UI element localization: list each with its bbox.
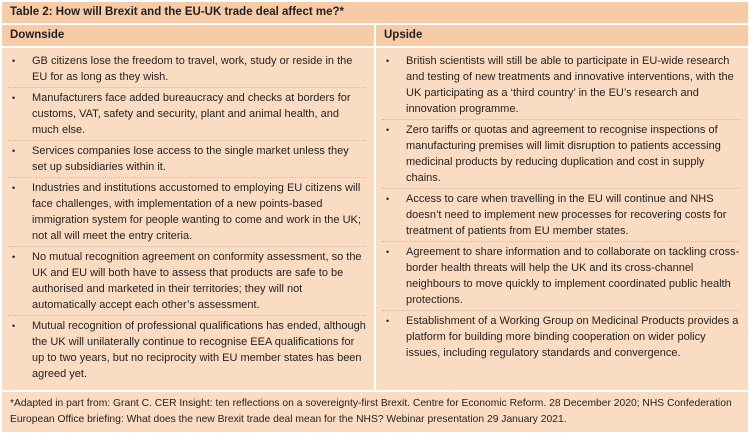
table-body: GB citizens lose the freedom to travel, … <box>2 48 748 392</box>
table-title: Table 2: How will Brexit and the EU-UK t… <box>2 2 748 25</box>
list-item: Services companies lose access to the si… <box>8 143 366 178</box>
downside-list: GB citizens lose the freedom to travel, … <box>8 53 366 384</box>
downside-header: Downside <box>2 25 376 46</box>
footnote: *Adapted in part from: Grant C. CER Insi… <box>2 392 748 432</box>
list-item: Establishment of a Working Group on Medi… <box>382 313 740 363</box>
list-item: Industries and institutions accustomed t… <box>8 180 366 247</box>
list-item: Manufacturers face added bureaucracy and… <box>8 90 366 141</box>
upside-list: British scientists will still be able to… <box>382 53 740 363</box>
list-item: Access to care when travelling in the EU… <box>382 191 740 242</box>
list-item: No mutual recognition agreement on confo… <box>8 249 366 316</box>
list-item: British scientists will still be able to… <box>382 53 740 120</box>
table-header-row: Downside Upside <box>2 25 748 48</box>
list-item: Agreement to share information and to co… <box>382 244 740 311</box>
downside-column: GB citizens lose the freedom to travel, … <box>2 48 376 390</box>
list-item: Mutual recognition of professional quali… <box>8 318 366 384</box>
list-item: Zero tariffs or quotas and agreement to … <box>382 122 740 189</box>
list-item: GB citizens lose the freedom to travel, … <box>8 53 366 88</box>
upside-column: British scientists will still be able to… <box>376 48 748 390</box>
upside-header: Upside <box>376 25 748 46</box>
